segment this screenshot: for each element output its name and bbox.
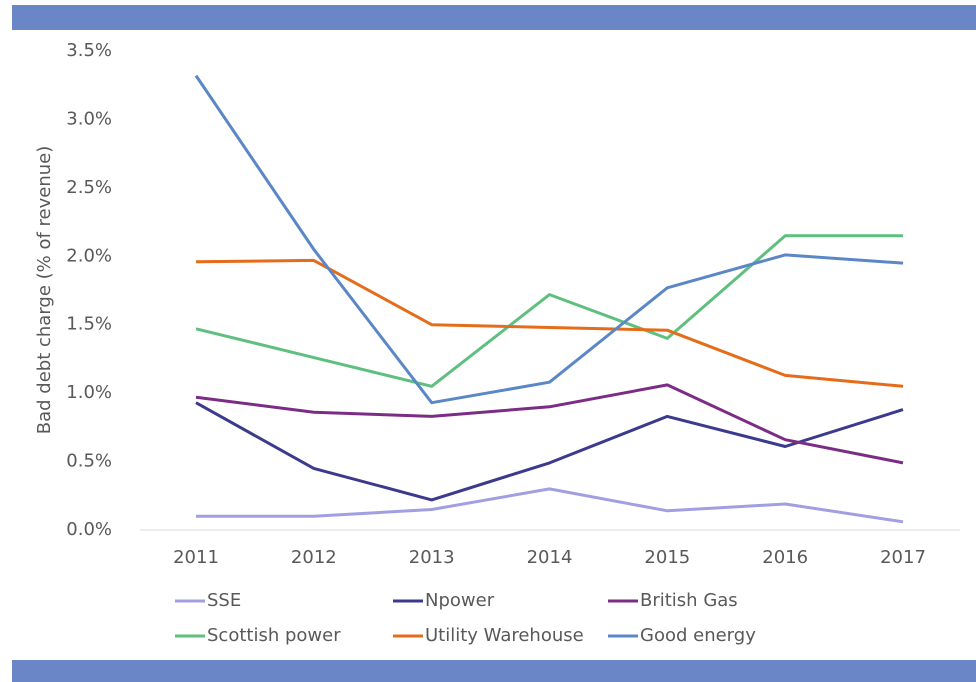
- legend-label: British Gas: [640, 590, 738, 611]
- x-tick-label: 2015: [644, 547, 690, 568]
- y-tick-label: 3.0%: [66, 108, 112, 129]
- legend-label: Good energy: [640, 625, 756, 646]
- y-tick-label: 3.5%: [66, 40, 112, 61]
- y-tick-label: 0.0%: [66, 519, 112, 540]
- series-line: [196, 487, 904, 524]
- series-line: [194, 74, 904, 405]
- top-band: [12, 5, 976, 30]
- y-tick-label: 1.5%: [66, 314, 112, 335]
- series-line: [195, 258, 904, 388]
- x-tick-label: 2016: [762, 547, 808, 568]
- y-tick-label: 1.0%: [66, 382, 112, 403]
- legend-label: SSE: [207, 590, 241, 611]
- series-line: [195, 234, 903, 388]
- legend-label: Utility Warehouse: [425, 625, 584, 646]
- x-tick-label: 2012: [291, 547, 337, 568]
- y-tick-label: 2.0%: [66, 245, 112, 266]
- x-tick-label: 2014: [527, 547, 573, 568]
- legend-label: Npower: [425, 590, 495, 611]
- series-line: [195, 401, 904, 502]
- y-tick-label: 2.5%: [66, 177, 112, 198]
- y-tick-label: 0.5%: [66, 451, 112, 472]
- bottom-band: [12, 660, 976, 682]
- x-tick-label: 2011: [173, 547, 219, 568]
- series-line: [195, 383, 904, 465]
- legend-label: Scottish power: [207, 625, 341, 646]
- x-tick-label: 2017: [880, 547, 926, 568]
- x-tick-label: 2013: [409, 547, 455, 568]
- y-axis-label: Bad debt charge (% of revenue): [34, 146, 55, 435]
